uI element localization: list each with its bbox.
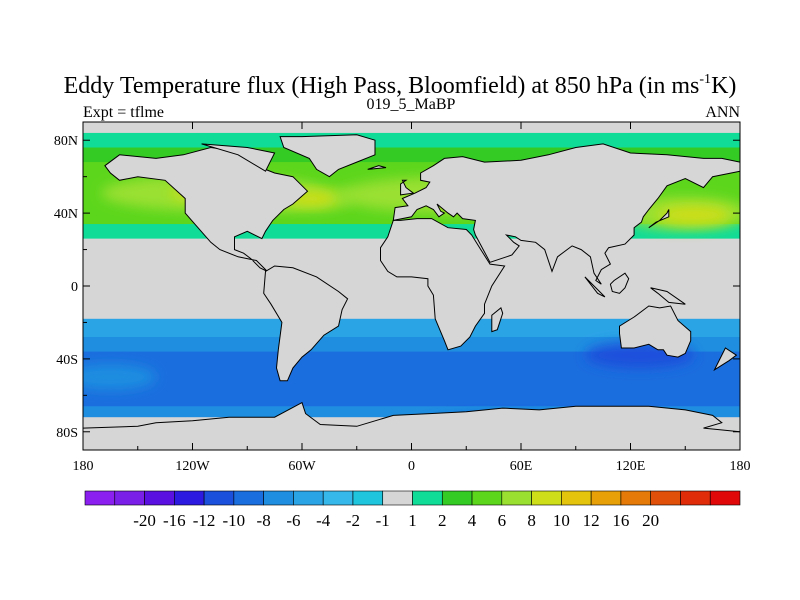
colorbar-swatch <box>322 490 354 506</box>
colorbar-swatch <box>412 490 443 506</box>
land-mass <box>650 287 686 305</box>
x-tick-label: 60E <box>510 459 533 474</box>
land-mass <box>400 179 415 196</box>
colorbar-swatch <box>293 490 324 506</box>
colorbar-label: -8 <box>257 511 271 530</box>
left-subtitle: Expt = tflme <box>83 104 164 121</box>
colorbar-label: 1 <box>408 511 417 530</box>
colorbar-label: -6 <box>286 511 300 530</box>
colorbar-swatch <box>263 490 294 506</box>
center-subtitle: 019_5_MaBP <box>367 96 456 113</box>
flux-band <box>83 337 740 353</box>
colorbar-label: 12 <box>583 511 600 530</box>
x-tick-label: 60W <box>288 459 316 474</box>
colorbar-swatch <box>174 490 205 506</box>
y-tick-label: 80S <box>56 426 78 441</box>
flux-band <box>83 318 740 338</box>
colorbar-label: -4 <box>316 511 331 530</box>
land-mass <box>380 218 506 351</box>
land-mass <box>609 272 630 294</box>
colorbar-swatch <box>471 490 503 506</box>
land-mass <box>201 143 276 172</box>
colorbar-swatch <box>650 490 681 506</box>
colorbar-swatch <box>382 490 413 506</box>
land-mass <box>392 143 740 285</box>
colorbar-swatch <box>501 490 532 506</box>
flux-patch <box>657 205 731 225</box>
colorbar-label: 8 <box>527 511 536 530</box>
y-tick-label: 80N <box>54 134 78 149</box>
flux-band <box>83 406 740 418</box>
land-mass <box>263 265 349 382</box>
colorbar-label: -1 <box>376 511 390 530</box>
colorbar-swatch <box>620 490 651 506</box>
x-tick-label: 180 <box>730 459 751 474</box>
colorbar-swatch <box>233 490 264 506</box>
colorbar-label: 20 <box>642 511 659 530</box>
chart-title: Eddy Temperature flux (High Pass, Bloomf… <box>64 72 737 99</box>
land-mass <box>491 307 504 333</box>
land-areas <box>83 134 740 450</box>
colorbar-swatch <box>680 490 711 506</box>
flux-patch <box>83 364 156 390</box>
colorbar-label: 4 <box>468 511 477 530</box>
colorbar-label: -12 <box>193 511 216 530</box>
colorbar-swatch <box>441 490 473 506</box>
right-subtitle: ANN <box>705 104 740 121</box>
colorbar-label: 2 <box>438 511 447 530</box>
colorbar-swatch <box>114 490 145 506</box>
colorbar-label: -20 <box>133 511 156 530</box>
colorbar-swatch <box>203 490 235 506</box>
land-mass <box>713 347 738 372</box>
y-tick-label: 40N <box>54 207 78 222</box>
colorbar-swatch <box>84 490 116 506</box>
map-plot-area <box>83 122 740 450</box>
colorbar-swatch <box>531 490 562 506</box>
x-tick-label: 120W <box>175 459 210 474</box>
y-tick-label: 0 <box>71 280 78 295</box>
colorbar-label: 6 <box>498 511 507 530</box>
x-tick-label: 120E <box>616 459 646 474</box>
land-mass <box>648 209 670 229</box>
colorbar-swatch <box>144 490 175 506</box>
land-mass <box>83 401 740 450</box>
colorbar-swatch <box>561 490 592 506</box>
colorbar: -20 -16 -12 -10 -8 -6 -4 -2 -1 1 2 4 6 8 10 12 16 20 <box>84 490 741 530</box>
flux-band <box>83 132 740 149</box>
colorbar-swatch <box>709 490 741 506</box>
y-axis-ticks: 80N 40N 0 40S 80S <box>54 134 740 441</box>
x-tick-label: 180 <box>73 459 94 474</box>
colorbar-label: -10 <box>223 511 246 530</box>
colorbar-swatch <box>590 490 622 506</box>
colorbar-label: -2 <box>346 511 360 530</box>
land-mass <box>619 305 692 358</box>
land-mass <box>279 134 376 178</box>
x-tick-label: 0 <box>408 459 415 474</box>
x-axis-ticks: 180 120W 60W 0 60E 120E 180 <box>73 122 751 474</box>
colorbar-label: -16 <box>163 511 186 530</box>
land-mass <box>367 165 387 170</box>
colorbar-swatch <box>352 490 384 506</box>
y-tick-label: 40S <box>56 353 78 368</box>
land-mass <box>584 276 606 298</box>
colorbar-label: 10 <box>553 511 570 530</box>
colorbar-label: 16 <box>612 511 629 530</box>
